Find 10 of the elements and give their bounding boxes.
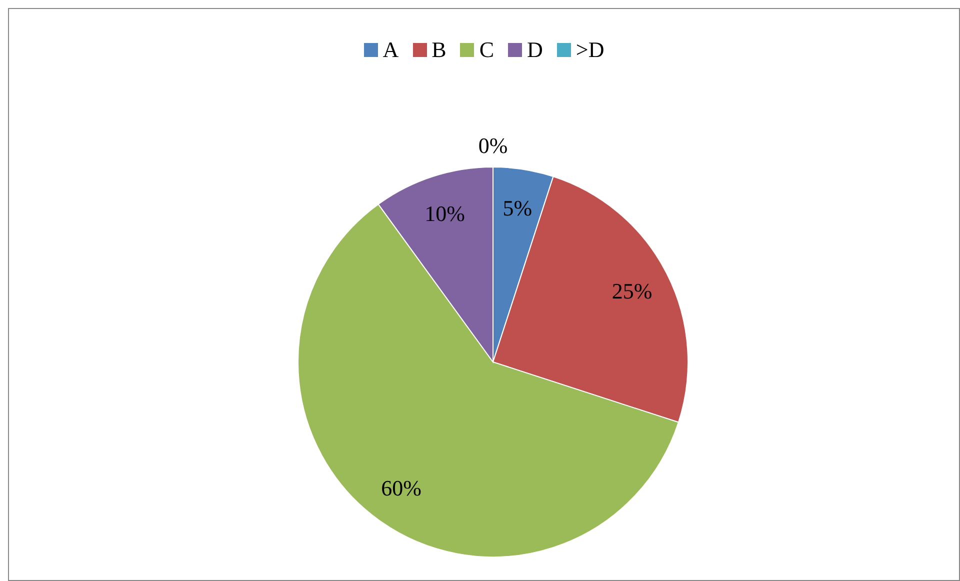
data-label: 60% [381, 476, 422, 501]
data-label: 5% [502, 195, 532, 220]
legend-label: B [432, 37, 446, 63]
legend-label: >D [576, 37, 604, 63]
data-label: 25% [612, 278, 652, 304]
legend-label: C [479, 37, 494, 63]
text: 0% [478, 133, 508, 158]
legend-label: D [527, 37, 543, 63]
legend-label: A [382, 37, 399, 63]
data-label: 10% [424, 201, 465, 226]
